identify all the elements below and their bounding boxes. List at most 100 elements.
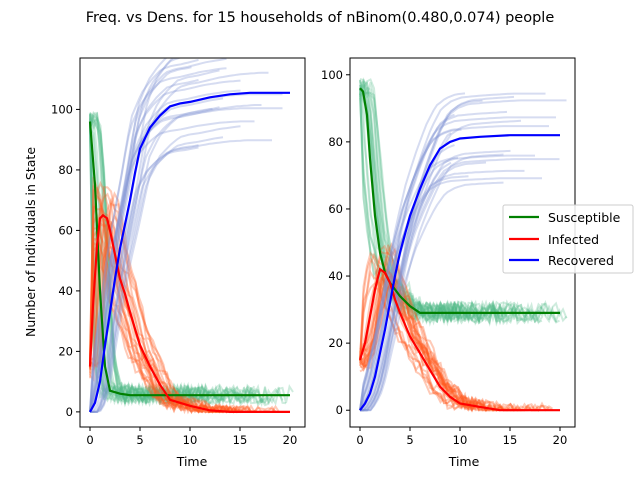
susceptible-trace (359, 84, 484, 327)
infected-trace (359, 265, 521, 413)
recovered-trace (359, 156, 459, 411)
recovered-trace (89, 79, 241, 413)
y-tick-label: 0 (336, 403, 343, 417)
recovered-trace (90, 104, 262, 413)
susceptible-trace (359, 86, 470, 321)
simulation-traces (89, 58, 294, 415)
recovered-trace (89, 107, 213, 412)
infected-trace (359, 280, 480, 412)
susceptible-trace (89, 112, 287, 407)
recovered-trace (89, 107, 283, 412)
right-panel: Time 0 5 10 15 20 0 20 40 60 80 100 (321, 57, 576, 469)
susceptible-trace (359, 78, 456, 320)
susceptible-trace (89, 115, 203, 409)
susceptible-trace (359, 77, 456, 323)
recovered-trace (89, 66, 192, 413)
recovered-trace (359, 110, 508, 411)
recovered-trace (90, 71, 269, 413)
infected-trace (89, 197, 252, 414)
susceptible-trace (359, 80, 501, 325)
recovered-trace (360, 181, 504, 412)
susceptible-trace (89, 125, 228, 408)
recovered-trace (90, 106, 220, 413)
y-tick-label: 80 (328, 135, 343, 149)
x-tick-label: 15 (233, 433, 248, 447)
x-tick-label: 20 (283, 433, 298, 447)
infected-trace (89, 244, 224, 414)
susceptible-trace (89, 124, 186, 407)
infected-trace (89, 186, 238, 414)
infected-trace (359, 249, 487, 411)
recovered-trace (359, 116, 556, 411)
susceptible-trace (359, 79, 480, 326)
recovered-trace (360, 161, 487, 412)
recovered-trace (359, 169, 525, 411)
recovered-trace (359, 154, 535, 411)
recovered-trace (359, 158, 560, 412)
susceptible-trace (359, 86, 543, 325)
recovered-trace (90, 69, 220, 413)
recovered-trace (359, 175, 469, 411)
x-tick-label: 10 (183, 433, 198, 447)
recovered-trace (89, 144, 199, 413)
susceptible-trace (359, 83, 557, 326)
y-tick-label: 80 (58, 163, 73, 177)
susceptible-trace (89, 115, 189, 405)
susceptible-trace (89, 128, 182, 404)
y-tick-label: 40 (328, 269, 343, 283)
recovered-trace (89, 58, 227, 413)
infected-trace (359, 244, 473, 408)
infected-trace (359, 256, 515, 413)
recovered-trace (89, 120, 255, 412)
recovered-trace (89, 78, 199, 413)
left-panel: Number of Individuals in State Time 0 5 10… (23, 57, 306, 469)
infected-trace (359, 269, 518, 413)
susceptible-trace (359, 88, 473, 325)
infected-mean-line (88, 213, 290, 413)
recovered-trace (359, 128, 462, 411)
legend-box (502, 204, 634, 274)
recovered-mean-line (89, 91, 290, 413)
y-tick-label: 40 (58, 284, 73, 298)
infected-trace (89, 191, 221, 412)
y-tick-label: 60 (328, 202, 343, 216)
right-x-axis-label: Time (448, 454, 480, 469)
susceptible-trace (359, 97, 463, 326)
x-tick-label: 5 (136, 433, 143, 447)
infected-trace (89, 218, 182, 406)
recovered-trace (90, 58, 175, 413)
recovered-trace (359, 92, 466, 411)
recovered-trace (359, 161, 452, 411)
axes-frame (79, 57, 306, 428)
recovered-trace (360, 119, 522, 412)
susceptible-trace (89, 126, 256, 406)
recovered-trace (359, 125, 549, 411)
infected-trace (89, 211, 234, 415)
infected-trace (359, 271, 473, 412)
susceptible-trace (89, 126, 270, 408)
legend: Susceptible Infected Recovered (502, 204, 634, 274)
infected-trace (89, 241, 193, 414)
x-tick-label: 10 (453, 433, 468, 447)
recovered-trace (360, 95, 515, 412)
recovered-trace (89, 58, 199, 412)
x-tick-label: 0 (86, 433, 93, 447)
susceptible-trace (359, 81, 501, 327)
susceptible-mean-line (88, 121, 290, 397)
legend-label-infected: Infected (548, 232, 599, 247)
susceptible-trace (89, 118, 186, 408)
susceptible-trace (89, 111, 280, 405)
infected-trace (89, 221, 280, 414)
recovered-trace (359, 177, 542, 411)
susceptible-trace (89, 115, 193, 407)
x-tick-label: 0 (356, 433, 363, 447)
recovered-trace (90, 125, 241, 413)
susceptible-trace (359, 78, 533, 325)
infected-trace (359, 286, 500, 412)
recovered-trace (89, 139, 272, 413)
infected-trace (359, 270, 456, 401)
x-tick-label: 5 (406, 433, 413, 447)
recovered-trace (360, 153, 504, 412)
susceptible-trace (89, 113, 256, 406)
